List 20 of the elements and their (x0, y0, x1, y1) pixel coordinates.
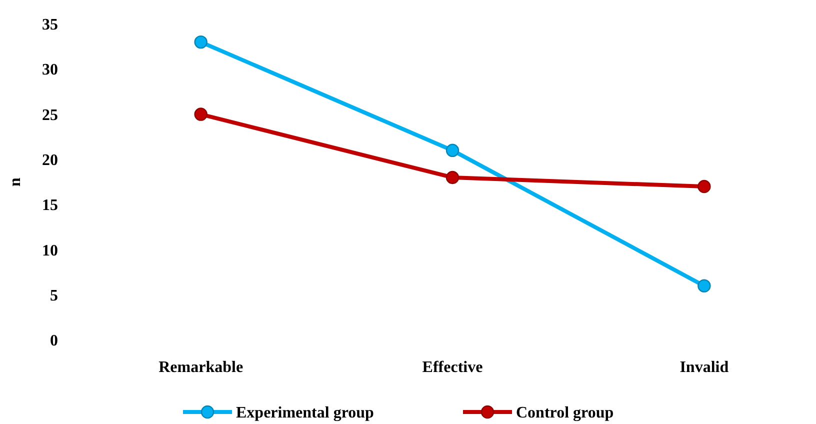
point (698, 180, 711, 194)
y-tick-label: 35 (42, 16, 58, 34)
point (698, 279, 711, 292)
y-tick-label: 30 (42, 62, 58, 79)
y-tick-label: 20 (42, 152, 58, 170)
y-tick-label: 10 (42, 242, 58, 260)
point (446, 170, 460, 184)
y-tick-label: 15 (42, 197, 58, 214)
y-tick-label: 0 (50, 332, 58, 350)
legend-label: Control group (516, 404, 614, 422)
x-tick-label: Invalid (680, 359, 729, 376)
point (446, 144, 460, 157)
point (194, 35, 208, 49)
legend-label: Experimental group (236, 404, 374, 422)
x-tick-label: Effective (422, 359, 483, 376)
y-tick-label: 25 (42, 106, 58, 124)
x-tick-label: Remarkable (158, 359, 244, 376)
point (194, 108, 208, 121)
y-tick-label: 5 (50, 287, 58, 304)
y-axis-title: n (7, 177, 24, 186)
